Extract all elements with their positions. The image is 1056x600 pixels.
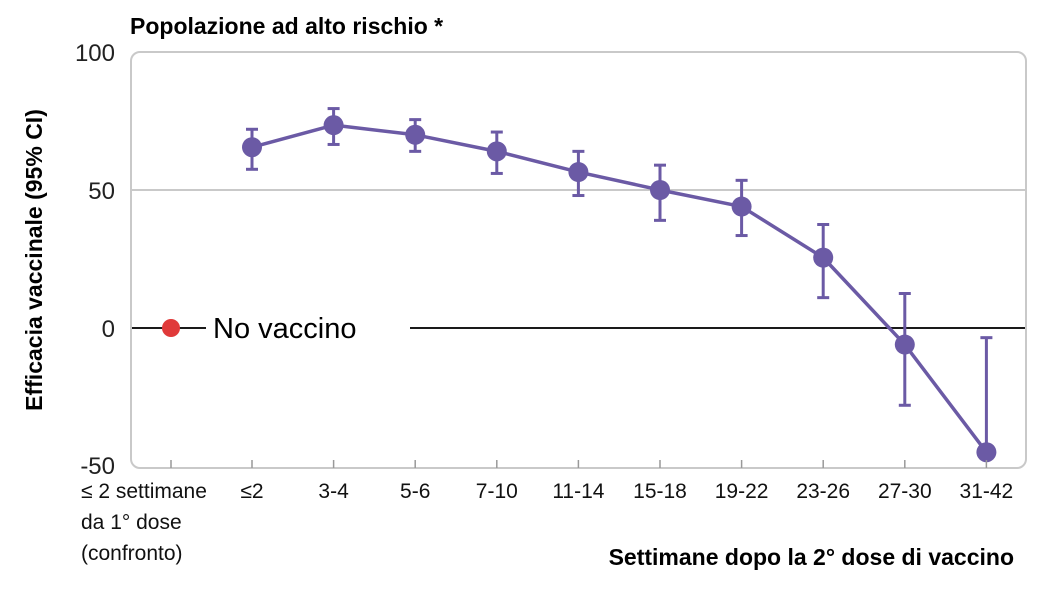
data-point (242, 137, 262, 158)
plot-frame (130, 51, 1027, 469)
reference-label-line: (confronto) (81, 542, 183, 565)
x-axis-ticks: ≤2 3-4 5-6 7-10 11-14 15-18 19-22 23-26 27-30 31-… (240, 460, 1013, 503)
x-tick-label: 11-14 (552, 480, 604, 503)
y-tick-label: 0 (102, 316, 115, 343)
x-tick-label: 31-42 (960, 480, 1014, 503)
x-tick-label: 3-4 (318, 480, 349, 503)
data-point (976, 442, 997, 463)
reference-label-line: da 1° dose (81, 511, 182, 534)
x-tick-label: 15-18 (633, 480, 687, 503)
x-tick-label: 19-22 (715, 480, 769, 503)
x-tick-label: ≤2 (240, 480, 263, 503)
series-layer (242, 107, 997, 463)
y-axis-label: Efficacia vaccinale (95% CI) (21, 109, 47, 411)
y-tick-label: -50 (80, 453, 115, 480)
no-vaccine-label: No vaccino (213, 313, 356, 345)
y-tick-label: 50 (88, 178, 115, 205)
x-tick-label: 7-10 (476, 480, 518, 503)
chart-title: Popolazione ad alto rischio * (130, 13, 443, 39)
data-point (813, 247, 834, 268)
no-vaccine-marker (162, 319, 180, 337)
data-point (405, 124, 426, 145)
data-point (894, 334, 915, 355)
y-tick-label: 100 (75, 40, 115, 67)
x-tick-label: 23-26 (796, 480, 850, 503)
x-tick-label: 27-30 (878, 480, 932, 503)
data-point (650, 180, 670, 200)
data-point (731, 196, 752, 217)
reference-label-line: ≤ 2 settimane (81, 480, 207, 503)
x-tick-label: 5-6 (400, 480, 430, 503)
data-point (486, 141, 507, 162)
y-axis-ticks: 100 50 0 -50 (75, 40, 115, 480)
data-point (568, 162, 589, 183)
series-line (251, 123, 988, 454)
x-axis-label: Settimane dopo la 2° dose di vaccino (609, 544, 1014, 570)
data-point (323, 115, 344, 136)
error-bar (980, 336, 993, 454)
